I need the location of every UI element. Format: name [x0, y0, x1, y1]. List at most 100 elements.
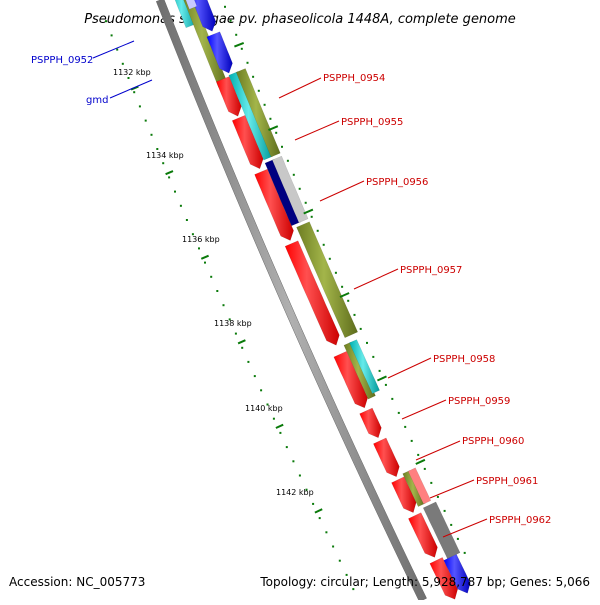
scale-dot: [272, 417, 275, 420]
scale-dot: [240, 47, 243, 50]
scale-major-tick: [376, 375, 387, 382]
gene-label[interactable]: PSPPH_0957: [400, 265, 462, 276]
scale-dot: [253, 375, 256, 378]
scale-dot: [456, 537, 459, 540]
scale-dot: [312, 502, 315, 505]
scale-dot: [281, 145, 283, 148]
feature-cyan-block[interactable]: [349, 339, 380, 394]
scale-dot: [423, 467, 426, 470]
scale-dot: [318, 517, 321, 520]
scale-dot: [417, 453, 420, 456]
scale-dot: [252, 75, 255, 78]
genome-title: Pseudomonas syringae pv. phaseolicola 14…: [84, 12, 516, 27]
scale-dot: [150, 133, 153, 136]
leader-line: [278, 77, 322, 99]
label-leaders: [92, 40, 488, 538]
scale-dot: [316, 229, 319, 232]
feature-gray-block[interactable]: [422, 501, 461, 560]
scale-dot: [359, 327, 362, 330]
scale-dot: [179, 204, 182, 207]
scale-dot: [260, 389, 263, 392]
scale-dot: [391, 397, 394, 400]
feature-olive-block[interactable]: [296, 221, 359, 339]
feature-cds-red[interactable]: [284, 240, 340, 346]
feature-cds-blue[interactable]: [443, 553, 471, 594]
leader-line: [429, 479, 475, 499]
feature-cds-red[interactable]: [408, 512, 438, 558]
gene-label[interactable]: PSPPH_0959: [448, 396, 510, 407]
scale-dot: [345, 573, 348, 576]
scale-major-tick: [200, 254, 209, 260]
gene-label[interactable]: gmd: [86, 95, 108, 106]
gene-label[interactable]: PSPPH_0955: [341, 117, 403, 128]
scale-dot: [116, 48, 119, 51]
accession-text: Accession: NC_005773: [9, 575, 145, 589]
feature-gray-block[interactable]: [271, 155, 309, 224]
leader-line: [109, 79, 153, 99]
leader-line: [442, 518, 488, 538]
scale-dot: [185, 219, 188, 221]
scale-dot: [310, 215, 313, 218]
scale-dot: [410, 439, 413, 442]
scale-dot: [328, 257, 331, 260]
scale-dot: [463, 551, 466, 554]
scale-dot: [162, 162, 165, 165]
scale-dot: [246, 61, 249, 64]
scale-major-tick: [237, 339, 246, 345]
scale-dot: [156, 148, 159, 150]
leader-line: [415, 440, 461, 461]
scale-dot: [275, 131, 278, 134]
scale-dot: [334, 271, 337, 274]
gene-label[interactable]: PSPPH_0962: [489, 515, 551, 526]
leader-line: [401, 399, 447, 420]
scale-dot: [352, 588, 355, 591]
scale-dot: [121, 62, 124, 65]
scale-dot: [341, 285, 344, 288]
scale-dot: [322, 243, 325, 246]
gene-label[interactable]: PSPPH_0961: [476, 476, 538, 487]
scale-dot: [347, 299, 350, 302]
feature-cds-red[interactable]: [391, 476, 417, 513]
feature-pink-block[interactable]: [407, 467, 432, 505]
scale-dot: [366, 341, 368, 344]
scale-dot: [430, 481, 433, 484]
gene-label[interactable]: PSPPH_0956: [366, 177, 428, 188]
scale-dot: [304, 201, 307, 204]
kbp-label: 1138 kbp: [214, 319, 252, 328]
gene-label[interactable]: PSPPH_0960: [462, 436, 524, 447]
feature-cds-red[interactable]: [373, 437, 400, 478]
scale-dot: [224, 5, 226, 8]
feature-cds-blue[interactable]: [206, 31, 233, 74]
gene-label[interactable]: PSPPH_0958: [433, 354, 495, 365]
scale-dot: [234, 332, 237, 335]
feature-cds-red[interactable]: [359, 407, 382, 439]
leader-line: [319, 180, 365, 202]
scale-dot: [174, 190, 176, 193]
gene-label[interactable]: PSPPH_0952: [31, 55, 93, 66]
scale-dot: [404, 425, 407, 428]
scale-dot: [263, 103, 266, 106]
scale-dot: [372, 355, 375, 358]
scale-dot: [228, 318, 231, 321]
scale-major-tick: [130, 85, 139, 91]
scale-dot: [210, 275, 213, 278]
kbp-label: 1136 kbp: [182, 235, 220, 244]
kbp-label: 1140 kbp: [245, 404, 283, 413]
scale-dot: [198, 247, 200, 250]
scale-major-tick: [415, 458, 426, 465]
scale-dot: [292, 460, 295, 463]
feature-pale-block[interactable]: [180, 0, 198, 10]
leader-line: [294, 120, 340, 141]
scale-dot: [105, 20, 107, 23]
feature-olive-block[interactable]: [235, 68, 281, 158]
scale-dot: [286, 159, 289, 162]
gene-label[interactable]: PSPPH_0954: [323, 73, 385, 84]
feature-cds-blue[interactable]: [186, 0, 217, 32]
feature-cds-red[interactable]: [254, 168, 294, 241]
leader-line: [353, 268, 399, 290]
scale-dot: [222, 304, 225, 307]
scale-dot: [332, 545, 335, 548]
scale-dot: [216, 290, 219, 292]
genome-summary-text: Topology: circular; Length: 5,928,787 bp…: [259, 575, 590, 589]
